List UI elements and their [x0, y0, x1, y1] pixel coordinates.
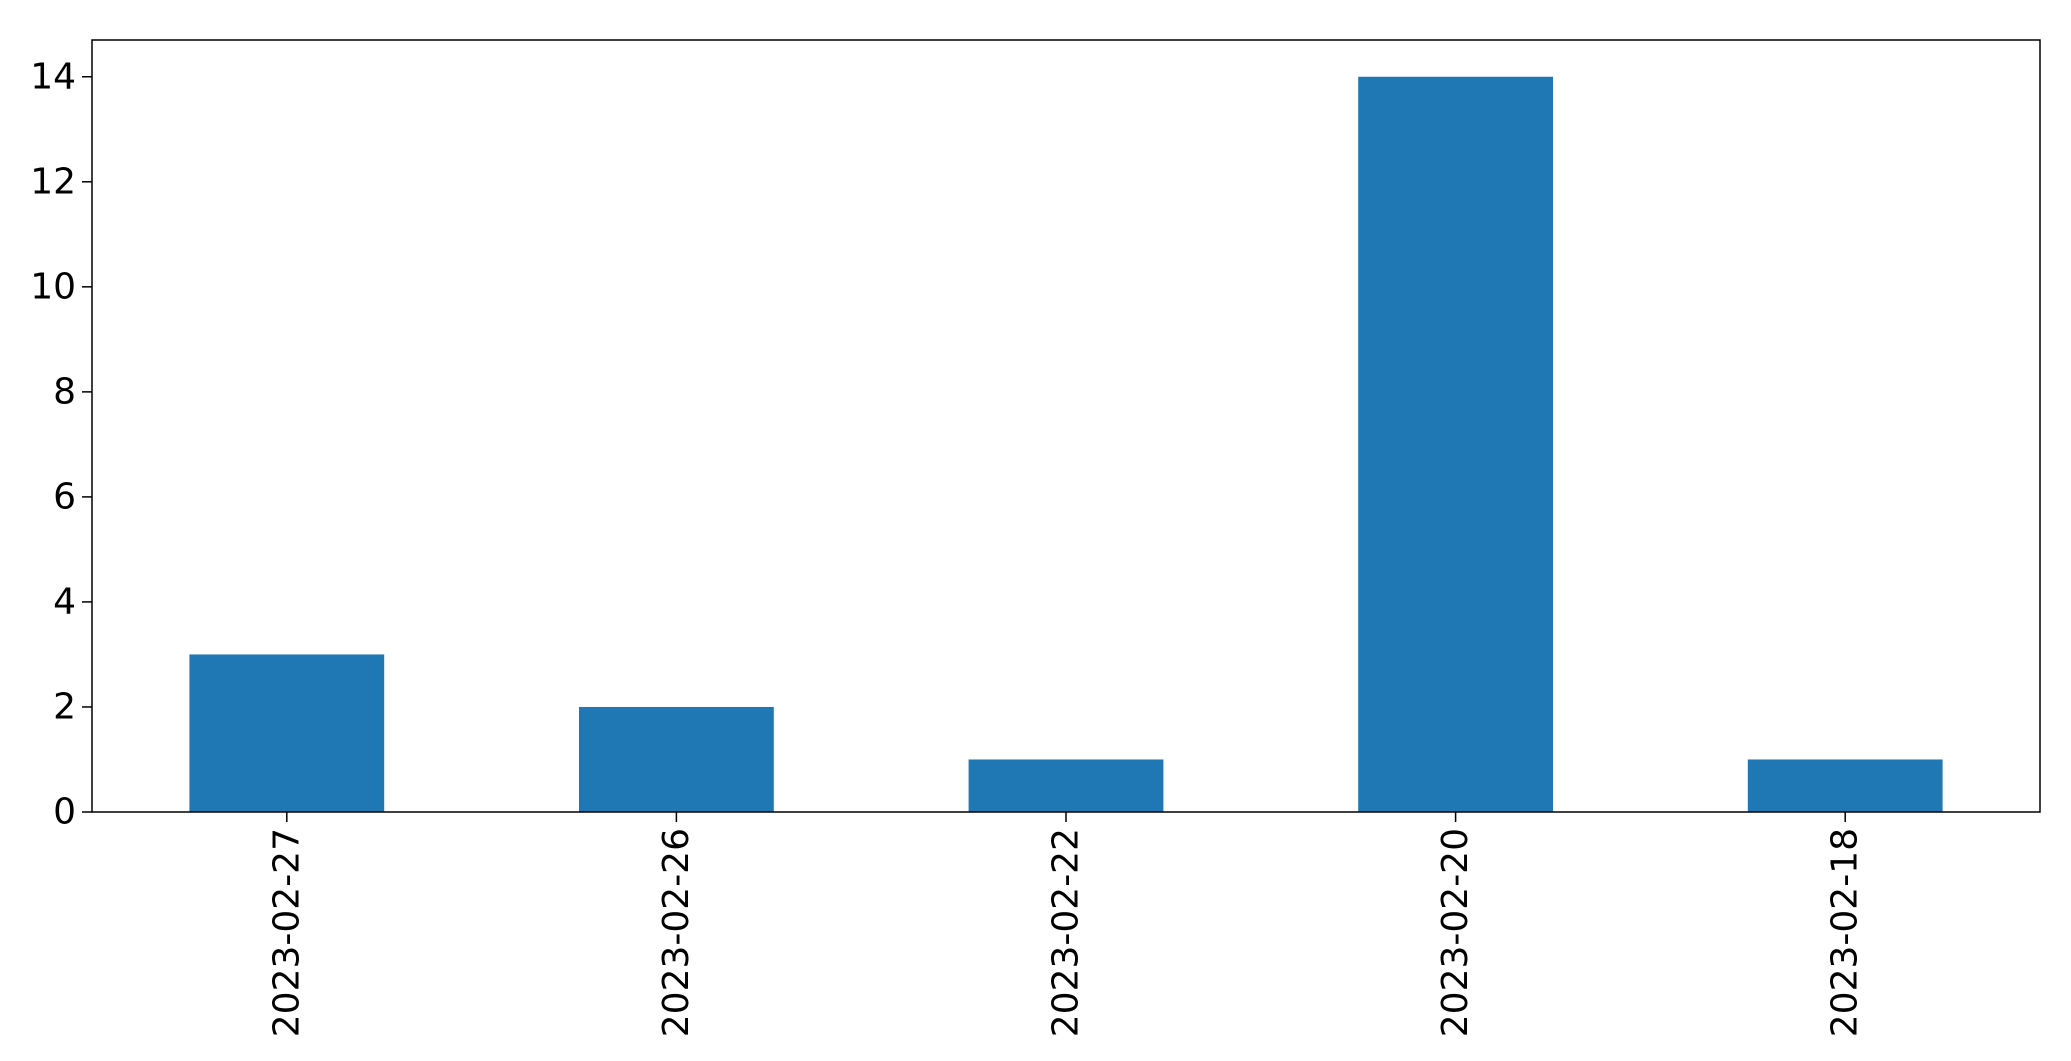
y-tick-label: 8 — [53, 371, 76, 412]
x-axis-ticks: 2023-02-27 2023-02-26 2023-02-22 2023-02-20… — [266, 812, 1866, 1037]
y-tick-label: 12 — [30, 161, 76, 202]
bar-2023-02-22 — [968, 759, 1164, 812]
x-tick-label: 2023-02-20 — [1435, 828, 1476, 1037]
bar-2023-02-18 — [1747, 759, 1943, 812]
x-tick-label: 2023-02-26 — [656, 828, 697, 1037]
y-tick-label: 0 — [53, 792, 76, 833]
y-tick-label: 4 — [53, 581, 76, 622]
y-tick-label: 2 — [53, 686, 76, 727]
y-tick-label: 6 — [53, 476, 76, 517]
bar-2023-02-20 — [1358, 76, 1553, 812]
bar-2023-02-26 — [579, 706, 774, 812]
y-tick-label: 10 — [30, 266, 76, 307]
plot-area-frame — [91, 39, 2041, 813]
y-tick-label: 14 — [30, 56, 76, 97]
x-tick-label: 2023-02-22 — [1046, 828, 1087, 1037]
bar-2023-02-27 — [189, 654, 385, 812]
x-tick-label: 2023-02-18 — [1825, 828, 1866, 1037]
y-axis-ticks: 0 2 4 6 8 10 12 14 — [30, 56, 92, 833]
bars-group — [189, 76, 1943, 812]
x-tick-label: 2023-02-27 — [266, 828, 307, 1037]
